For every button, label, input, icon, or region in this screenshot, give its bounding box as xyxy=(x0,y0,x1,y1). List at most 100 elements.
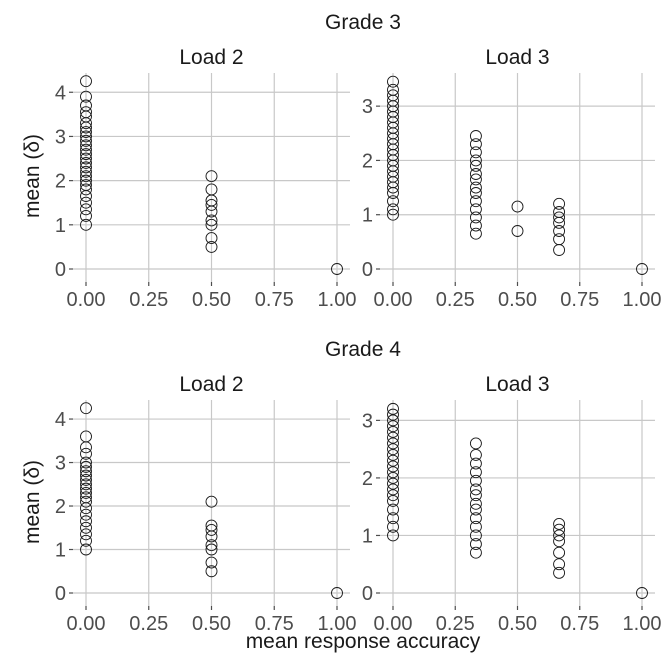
data-point xyxy=(80,90,92,103)
data-point xyxy=(387,443,399,456)
data-point xyxy=(553,546,566,559)
data-point xyxy=(80,126,92,138)
data-point xyxy=(469,466,482,479)
data-point xyxy=(80,460,92,473)
data-point xyxy=(80,528,92,541)
x-tick-label: 0.25 xyxy=(129,613,168,635)
data-point xyxy=(469,168,482,180)
data-point xyxy=(387,512,399,525)
x-tick-label: 0.50 xyxy=(498,289,537,311)
data-point xyxy=(469,529,482,542)
data-point xyxy=(80,482,92,495)
data-point xyxy=(387,460,399,473)
y-tick-label: 1 xyxy=(55,540,66,562)
data-point xyxy=(80,106,92,119)
x-tick-label: 1.00 xyxy=(623,613,662,635)
y-tick-label: 3 xyxy=(362,410,373,432)
data-point xyxy=(80,218,92,231)
data-point xyxy=(331,587,343,599)
data-point xyxy=(553,244,566,256)
data-point xyxy=(205,170,218,183)
data-point xyxy=(205,523,218,536)
data-point xyxy=(80,487,92,499)
data-point xyxy=(80,183,92,196)
data-point xyxy=(205,240,218,253)
data-point xyxy=(469,227,482,240)
data-point xyxy=(553,225,566,237)
data-point xyxy=(80,157,92,169)
grade-4-title: Grade 4 xyxy=(325,338,401,361)
x-tick-label: 0.50 xyxy=(192,613,231,635)
data-point xyxy=(80,203,92,216)
data-point xyxy=(469,512,482,525)
panel-title: Load 3 xyxy=(485,46,549,69)
data-point xyxy=(80,174,92,187)
y-tick-label: 3 xyxy=(362,96,373,118)
data-point xyxy=(511,225,524,237)
y-tick-label: 0 xyxy=(362,583,373,605)
data-point xyxy=(387,75,399,88)
data-point xyxy=(205,556,218,569)
y-tick-label: 0 xyxy=(55,583,66,605)
x-tick-label: 1.00 xyxy=(623,289,662,311)
data-point xyxy=(553,535,566,548)
y-tick-label: 1 xyxy=(362,205,373,227)
data-point xyxy=(80,170,92,183)
data-point xyxy=(469,181,482,194)
data-point xyxy=(469,187,482,199)
data-point xyxy=(469,437,482,450)
data-point xyxy=(387,454,399,467)
data-point xyxy=(469,489,482,502)
y-tick-label: 3 xyxy=(55,126,66,148)
grid-layer xyxy=(69,73,655,610)
data-point xyxy=(80,447,92,460)
data-point xyxy=(553,518,566,530)
data-point xyxy=(80,521,92,534)
data-point xyxy=(469,146,482,159)
data-point xyxy=(205,519,218,532)
data-point xyxy=(469,546,482,559)
data-point xyxy=(80,179,92,191)
data-point xyxy=(80,196,92,209)
y-tick-label: 2 xyxy=(362,150,373,172)
data-point xyxy=(469,195,482,208)
data-point xyxy=(387,425,399,438)
data-point xyxy=(387,414,399,427)
data-point xyxy=(80,134,92,147)
data-point xyxy=(205,218,218,231)
data-point xyxy=(80,99,92,112)
data-point xyxy=(469,159,482,172)
data-point xyxy=(80,456,92,469)
data-point xyxy=(387,83,399,96)
data-point xyxy=(205,214,218,227)
data-point xyxy=(80,465,92,478)
y-tick-label: 1 xyxy=(362,525,373,547)
data-point xyxy=(469,203,482,216)
data-point xyxy=(205,539,218,552)
data-point xyxy=(469,503,482,516)
data-point xyxy=(387,408,399,421)
data-point xyxy=(80,534,92,547)
data-point xyxy=(553,529,566,542)
data-point xyxy=(553,233,566,246)
x-tick-label: 0.00 xyxy=(67,613,106,635)
data-point xyxy=(387,448,399,461)
x-tick-label: 1.00 xyxy=(318,289,357,311)
x-tick-label: 0.00 xyxy=(374,289,413,311)
data-point xyxy=(80,543,92,556)
data-point xyxy=(80,515,92,528)
data-point xyxy=(205,495,218,508)
data-point xyxy=(387,503,399,516)
data-point xyxy=(387,483,399,496)
data-point xyxy=(469,457,482,470)
x-tick-label: 0.75 xyxy=(255,289,294,311)
data-point xyxy=(387,494,399,507)
data-point xyxy=(80,161,92,174)
data-point xyxy=(469,497,482,510)
data-point xyxy=(553,523,566,536)
x-tick-label: 0.00 xyxy=(67,289,106,311)
data-point xyxy=(469,448,482,461)
data-point xyxy=(80,143,92,156)
x-tick-label: 0.50 xyxy=(192,289,231,311)
